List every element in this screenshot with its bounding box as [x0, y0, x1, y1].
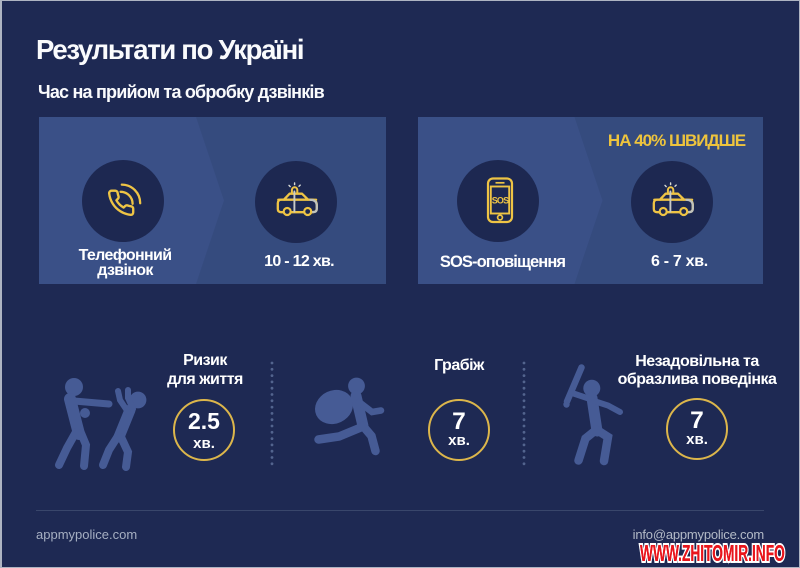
svg-text:WWW.ZHITOMIR.INFO: WWW.ZHITOMIR.INFO [640, 542, 785, 567]
svg-text:SOS: SOS [492, 196, 509, 206]
svg-text:WWW.ZHITOMIR.INFO: WWW.ZHITOMIR.INFO [640, 542, 785, 567]
